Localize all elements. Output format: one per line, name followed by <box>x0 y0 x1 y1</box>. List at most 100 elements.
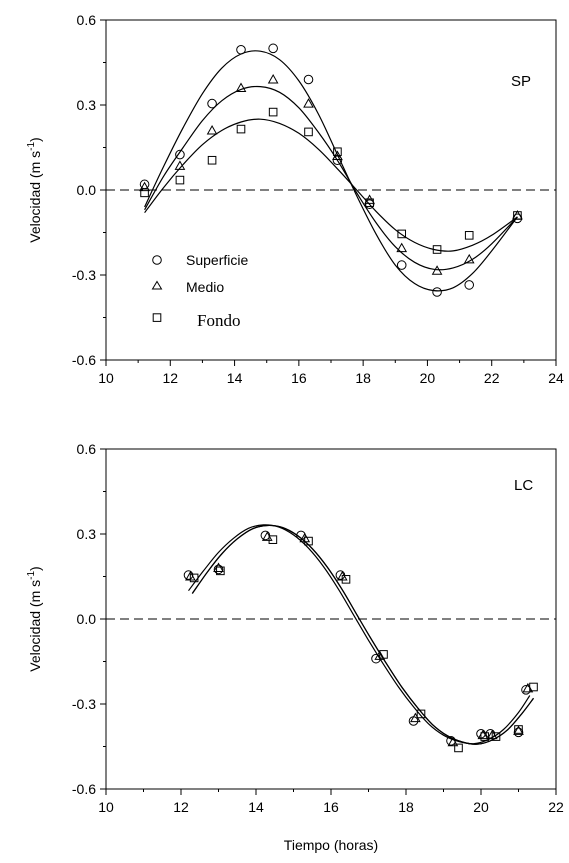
fit-curve-fondo <box>144 118 518 252</box>
data-points <box>139 43 523 297</box>
data-point-medio <box>174 160 186 170</box>
data-point-medio <box>513 725 524 735</box>
y-tick-label: 0.0 <box>77 611 97 627</box>
legend-marker-triangle <box>151 280 163 290</box>
data-point-fondo <box>268 535 278 544</box>
data-point-fondo <box>454 743 463 753</box>
x-tick-label: 10 <box>98 799 114 815</box>
data-point-fondo <box>341 575 351 584</box>
data-point-medio <box>447 736 459 747</box>
data-point-medio <box>206 124 218 135</box>
data-point-superficie <box>268 43 278 54</box>
data-point-fondo <box>216 566 225 576</box>
axis-ticks <box>100 448 557 795</box>
x-tick-label: 20 <box>420 370 436 386</box>
y-tick-label: 0.3 <box>77 526 97 542</box>
x-tick-label: 22 <box>548 799 564 815</box>
tick-labels: 10 12 14 16 18 20 22 0.6 0.3 0.0 -0.3 -0.6 <box>72 441 564 815</box>
x-tick-label: 24 <box>548 370 564 386</box>
data-point-medio <box>267 73 279 84</box>
x-tick-label: 14 <box>248 799 264 815</box>
x-tick-label: 10 <box>98 370 114 386</box>
fit-curve-superficie <box>188 524 531 745</box>
data-point-medio <box>396 242 408 253</box>
data-point-fondo <box>397 229 407 239</box>
data-point-superficie <box>432 287 442 297</box>
panel-label: SP <box>511 73 531 90</box>
legend-label-medio: Medio <box>186 279 224 295</box>
fit-curve-medio <box>191 524 534 745</box>
data-point-superficie <box>175 149 185 160</box>
legend: Superficie Medio Fondo <box>151 252 248 330</box>
data-point-fondo <box>480 732 490 741</box>
x-tick-label: 16 <box>323 799 339 815</box>
data-point-superficie <box>485 728 496 739</box>
y-tick-label: 0.6 <box>77 441 97 457</box>
legend-marker-circle <box>152 255 162 265</box>
legend-entry-fondo: Fondo <box>152 311 240 330</box>
data-point-superficie <box>512 213 523 224</box>
fit-curve-medio <box>144 85 518 271</box>
y-tick-label: -0.3 <box>72 267 96 283</box>
data-point-fondo <box>175 175 185 185</box>
fit-curves <box>188 524 534 745</box>
data-point-superficie <box>236 44 246 55</box>
data-point-fondo <box>304 127 313 137</box>
x-tick-label: 12 <box>162 370 178 386</box>
data-point-fondo <box>491 732 501 741</box>
y-tick-label: -0.6 <box>72 781 96 797</box>
data-point-medio <box>463 253 475 264</box>
data-point-superficie <box>213 564 224 575</box>
data-point-fondo <box>464 231 474 240</box>
data-point-superficie <box>183 570 194 580</box>
chart-panel-sp: 10 12 14 16 18 20 22 24 0.6 0.3 0.0 -0.3 -0.6 SP Vel… <box>26 12 564 386</box>
legend-marker-square <box>152 313 162 322</box>
fit-curve-superficie <box>144 50 518 292</box>
x-tick-label: 22 <box>484 370 500 386</box>
data-point-superficie <box>207 98 217 109</box>
axis-ticks <box>100 19 557 366</box>
x-axis-label: Tiempo (horas) <box>284 837 378 853</box>
data-point-superficie <box>521 685 531 695</box>
data-point-superficie <box>396 260 407 270</box>
data-point-superficie <box>464 280 475 290</box>
data-point-fondo <box>189 573 199 583</box>
data-point-superficie <box>303 74 314 85</box>
x-tick-label: 20 <box>473 799 489 815</box>
data-point-fondo <box>268 107 278 117</box>
data-point-fondo <box>379 650 388 659</box>
legend-label-fondo: Fondo <box>197 311 240 330</box>
data-point-fondo <box>140 188 149 198</box>
y-axis-label: Velocidad (m s-1) <box>26 137 43 242</box>
data-point-fondo <box>207 155 217 165</box>
data-points <box>183 530 538 753</box>
data-point-superficie <box>446 736 456 746</box>
x-tick-label: 12 <box>173 799 189 815</box>
data-point-fondo <box>432 245 442 254</box>
data-point-medio <box>139 181 150 192</box>
panel-label: LC <box>514 477 533 494</box>
data-point-fondo <box>333 147 342 157</box>
legend-label-superficie: Superficie <box>186 252 248 268</box>
y-tick-label: 0.3 <box>77 97 97 113</box>
data-point-fondo <box>416 709 426 719</box>
data-point-fondo <box>529 682 538 692</box>
y-tick-label: 0.0 <box>77 182 97 198</box>
y-tick-label: -0.3 <box>72 696 96 712</box>
chart-panel-lc: 10 12 14 16 18 20 22 0.6 0.3 0.0 -0.3 -0.6 LC Veloc… <box>26 441 564 853</box>
y-tick-label: -0.6 <box>72 352 96 368</box>
fit-curve-fondo <box>191 524 534 745</box>
data-point-fondo <box>514 725 523 734</box>
y-tick-label: 0.6 <box>77 12 97 28</box>
data-point-fondo <box>513 211 522 220</box>
data-point-fondo <box>236 124 246 134</box>
data-point-medio <box>303 98 314 108</box>
data-point-medio <box>235 82 247 92</box>
data-point-fondo <box>365 198 374 208</box>
data-point-medio <box>431 265 443 275</box>
legend-entry-superficie: Superficie <box>152 252 248 268</box>
tick-labels: 10 12 14 16 18 20 22 24 0.6 0.3 0.0 -0.3 -0.6 <box>72 12 564 386</box>
x-tick-label: 16 <box>291 370 307 386</box>
x-tick-label: 14 <box>227 370 243 386</box>
